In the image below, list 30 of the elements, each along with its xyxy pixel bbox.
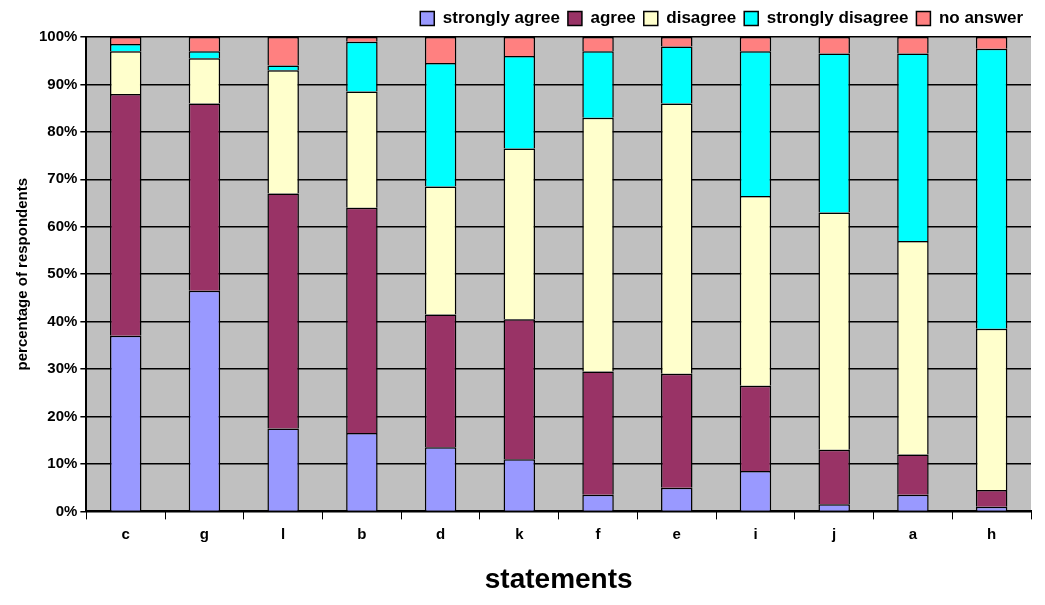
y-tick-label: 100%	[38, 27, 78, 45]
x-tick-label: l	[281, 524, 286, 542]
x-tick-label: g	[199, 524, 210, 542]
x-tick-label: h	[987, 524, 997, 542]
legend-label: agree	[590, 8, 636, 28]
y-tick-label: 40%	[47, 311, 78, 329]
y-tick-label: 30%	[47, 359, 78, 377]
legend-label: strongly agree	[442, 8, 560, 28]
x-tick-label: f	[595, 524, 602, 542]
y-tick-label: 60%	[47, 216, 78, 234]
x-axis-title: statements	[484, 562, 633, 594]
x-tick-label: j	[831, 524, 837, 542]
x-tick-label: i	[753, 524, 758, 542]
x-tick-label: k	[515, 524, 525, 542]
y-tick-label: 50%	[47, 264, 78, 282]
y-tick-label: 0%	[55, 501, 78, 519]
y-tick-label: 70%	[47, 169, 78, 187]
x-tick-label: a	[908, 524, 918, 542]
y-tick-label: 90%	[47, 74, 78, 92]
x-tick-label: c	[121, 524, 130, 542]
y-tick-label: 10%	[47, 454, 78, 472]
x-tick-label: d	[436, 524, 446, 542]
y-tick-label: 80%	[47, 122, 78, 140]
x-tick-label: b	[357, 524, 367, 542]
legend-label: strongly disagree	[766, 8, 909, 28]
y-axis-title: percentage of respondents	[13, 177, 31, 371]
legend-label: disagree	[666, 8, 737, 28]
legend-label: no answer	[938, 8, 1024, 28]
y-tick-label: 20%	[47, 406, 78, 424]
x-tick-label: e	[672, 524, 681, 542]
